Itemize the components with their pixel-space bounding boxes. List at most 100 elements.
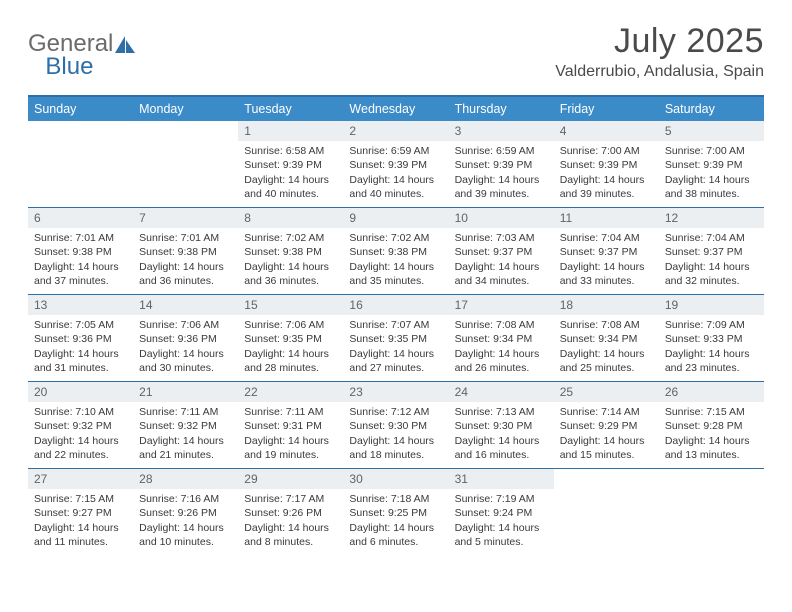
day-cell	[659, 469, 764, 555]
sunrise: Sunrise: 7:08 AM	[455, 318, 548, 332]
sunset: Sunset: 9:26 PM	[244, 506, 337, 520]
sunset: Sunset: 9:35 PM	[349, 332, 442, 346]
sunset: Sunset: 9:32 PM	[139, 419, 232, 433]
daylight: Daylight: 14 hours and 40 minutes.	[244, 173, 337, 201]
day-cell	[133, 121, 238, 207]
day-cell: 3Sunrise: 6:59 AMSunset: 9:39 PMDaylight…	[449, 121, 554, 207]
day-number: 28	[133, 469, 238, 489]
day-number: 7	[133, 208, 238, 228]
day-number: 9	[343, 208, 448, 228]
day-info: Sunrise: 6:59 AMSunset: 9:39 PMDaylight:…	[343, 141, 448, 207]
sunrise: Sunrise: 7:03 AM	[455, 231, 548, 245]
sunrise: Sunrise: 7:06 AM	[139, 318, 232, 332]
daylight: Daylight: 14 hours and 16 minutes.	[455, 434, 548, 462]
day-number: 30	[343, 469, 448, 489]
sunrise: Sunrise: 7:10 AM	[34, 405, 127, 419]
day-info: Sunrise: 7:11 AMSunset: 9:31 PMDaylight:…	[238, 402, 343, 468]
sunset: Sunset: 9:28 PM	[665, 419, 758, 433]
daylight: Daylight: 14 hours and 38 minutes.	[665, 173, 758, 201]
daylight: Daylight: 14 hours and 39 minutes.	[455, 173, 548, 201]
day-cell: 2Sunrise: 6:59 AMSunset: 9:39 PMDaylight…	[343, 121, 448, 207]
day-number: 12	[659, 208, 764, 228]
sunrise: Sunrise: 7:05 AM	[34, 318, 127, 332]
day-cell: 12 Sunrise: 7:04 AMSunset: 9:37 PMDayligh…	[659, 208, 764, 294]
day-number: 8	[238, 208, 343, 228]
day-info: Sunrise: 7:10 AMSunset: 9:32 PMDaylight:…	[28, 402, 133, 468]
sunset: Sunset: 9:39 PM	[244, 158, 337, 172]
daylight: Daylight: 14 hours and 34 minutes.	[455, 260, 548, 288]
day-info: Sunrise: 7:00 AMSunset: 9:39 PMDaylight:…	[554, 141, 659, 207]
daylight: Daylight: 14 hours and 22 minutes.	[34, 434, 127, 462]
sunrise: Sunrise: 7:00 AM	[665, 144, 758, 158]
day-info: Sunrise: 7:18 AMSunset: 9:25 PMDaylight:…	[343, 489, 448, 555]
sunrise: Sunrise: 7:02 AM	[349, 231, 442, 245]
calendar: Sunday Monday Tuesday Wednesday Thursday…	[28, 95, 764, 555]
sunrise: Sunrise: 6:59 AM	[455, 144, 548, 158]
sunset: Sunset: 9:34 PM	[560, 332, 653, 346]
day-cell	[28, 121, 133, 207]
sunset: Sunset: 9:30 PM	[349, 419, 442, 433]
day-number: 6	[28, 208, 133, 228]
sunrise: Sunrise: 7:01 AM	[139, 231, 232, 245]
daylight: Daylight: 14 hours and 10 minutes.	[139, 521, 232, 549]
sunrise: Sunrise: 7:08 AM	[560, 318, 653, 332]
daylight: Daylight: 14 hours and 21 minutes.	[139, 434, 232, 462]
day-number: 10	[449, 208, 554, 228]
day-number: 11	[554, 208, 659, 228]
day-info: Sunrise: 6:58 AMSunset: 9:39 PMDaylight:…	[238, 141, 343, 207]
daylight: Daylight: 14 hours and 35 minutes.	[349, 260, 442, 288]
day-info: Sunrise: 7:16 AMSunset: 9:26 PMDaylight:…	[133, 489, 238, 555]
day-number: 16	[343, 295, 448, 315]
sunset: Sunset: 9:36 PM	[139, 332, 232, 346]
day-number: 1	[238, 121, 343, 141]
day-number: 20	[28, 382, 133, 402]
sunrise: Sunrise: 6:58 AM	[244, 144, 337, 158]
daylight: Daylight: 14 hours and 6 minutes.	[349, 521, 442, 549]
day-number: 15	[238, 295, 343, 315]
day-cell: 25Sunrise: 7:14 AMSunset: 9:29 PMDayligh…	[554, 382, 659, 468]
day-info: Sunrise: 7:02 AMSunset: 9:38 PMDaylight:…	[343, 228, 448, 294]
day-cell: 15Sunrise: 7:06 AMSunset: 9:35 PMDayligh…	[238, 295, 343, 381]
day-info: Sunrise: 7:03 AMSunset: 9:37 PMDaylight:…	[449, 228, 554, 294]
sunrise: Sunrise: 7:01 AM	[34, 231, 127, 245]
day-cell: 18Sunrise: 7:08 AMSunset: 9:34 PMDayligh…	[554, 295, 659, 381]
day-cell: 28Sunrise: 7:16 AMSunset: 9:26 PMDayligh…	[133, 469, 238, 555]
day-number: 19	[659, 295, 764, 315]
sunset: Sunset: 9:38 PM	[139, 245, 232, 259]
sunrise: Sunrise: 7:07 AM	[349, 318, 442, 332]
daylight: Daylight: 14 hours and 31 minutes.	[34, 347, 127, 375]
sunrise: Sunrise: 7:17 AM	[244, 492, 337, 506]
daylight: Daylight: 14 hours and 19 minutes.	[244, 434, 337, 462]
daylight: Daylight: 14 hours and 18 minutes.	[349, 434, 442, 462]
week-row: 13 Sunrise: 7:05 AM Sunset: 9:36 PM Dayligh…	[28, 295, 764, 382]
day-number: 26	[659, 382, 764, 402]
sunset: Sunset: 9:37 PM	[665, 245, 758, 259]
day-number: 14	[133, 295, 238, 315]
day-number: 23	[343, 382, 448, 402]
sunrise: Sunrise: 7:04 AM	[665, 231, 758, 245]
day-cell: 29Sunrise: 7:17 AMSunset: 9:26 PMDayligh…	[238, 469, 343, 555]
week-row: 27Sunrise: 7:15 AMSunset: 9:27 PMDayligh…	[28, 469, 764, 555]
sunrise: Sunrise: 7:15 AM	[665, 405, 758, 419]
daylight: Daylight: 14 hours and 11 minutes.	[34, 521, 127, 549]
day-info: Sunrise: 7:14 AMSunset: 9:29 PMDaylight:…	[554, 402, 659, 468]
day-cell: 8Sunrise: 7:02 AMSunset: 9:38 PMDaylight…	[238, 208, 343, 294]
dow-wed: Wednesday	[343, 97, 448, 121]
day-info: Sunrise: 7:15 AMSunset: 9:27 PMDaylight:…	[28, 489, 133, 555]
sunrise: Sunrise: 7:11 AM	[139, 405, 232, 419]
day-info: Sunrise: 7:02 AMSunset: 9:38 PMDaylight:…	[238, 228, 343, 294]
sunset: Sunset: 9:39 PM	[455, 158, 548, 172]
daylight: Daylight: 14 hours and 32 minutes.	[665, 260, 758, 288]
day-number: 27	[28, 469, 133, 489]
daylight: Daylight: 14 hours and 8 minutes.	[244, 521, 337, 549]
sunrise: Sunrise: 7:14 AM	[560, 405, 653, 419]
day-info: Sunrise: 7:13 AMSunset: 9:30 PMDaylight:…	[449, 402, 554, 468]
sunrise: Sunrise: 7:12 AM	[349, 405, 442, 419]
sunset: Sunset: 9:32 PM	[34, 419, 127, 433]
day-info: Sunrise: 7:07 AMSunset: 9:35 PMDaylight:…	[343, 315, 448, 381]
day-number: 4	[554, 121, 659, 141]
sunset: Sunset: 9:26 PM	[139, 506, 232, 520]
day-cell: 20Sunrise: 7:10 AMSunset: 9:32 PMDayligh…	[28, 382, 133, 468]
day-number: 13	[28, 295, 133, 315]
sunset: Sunset: 9:38 PM	[34, 245, 127, 259]
